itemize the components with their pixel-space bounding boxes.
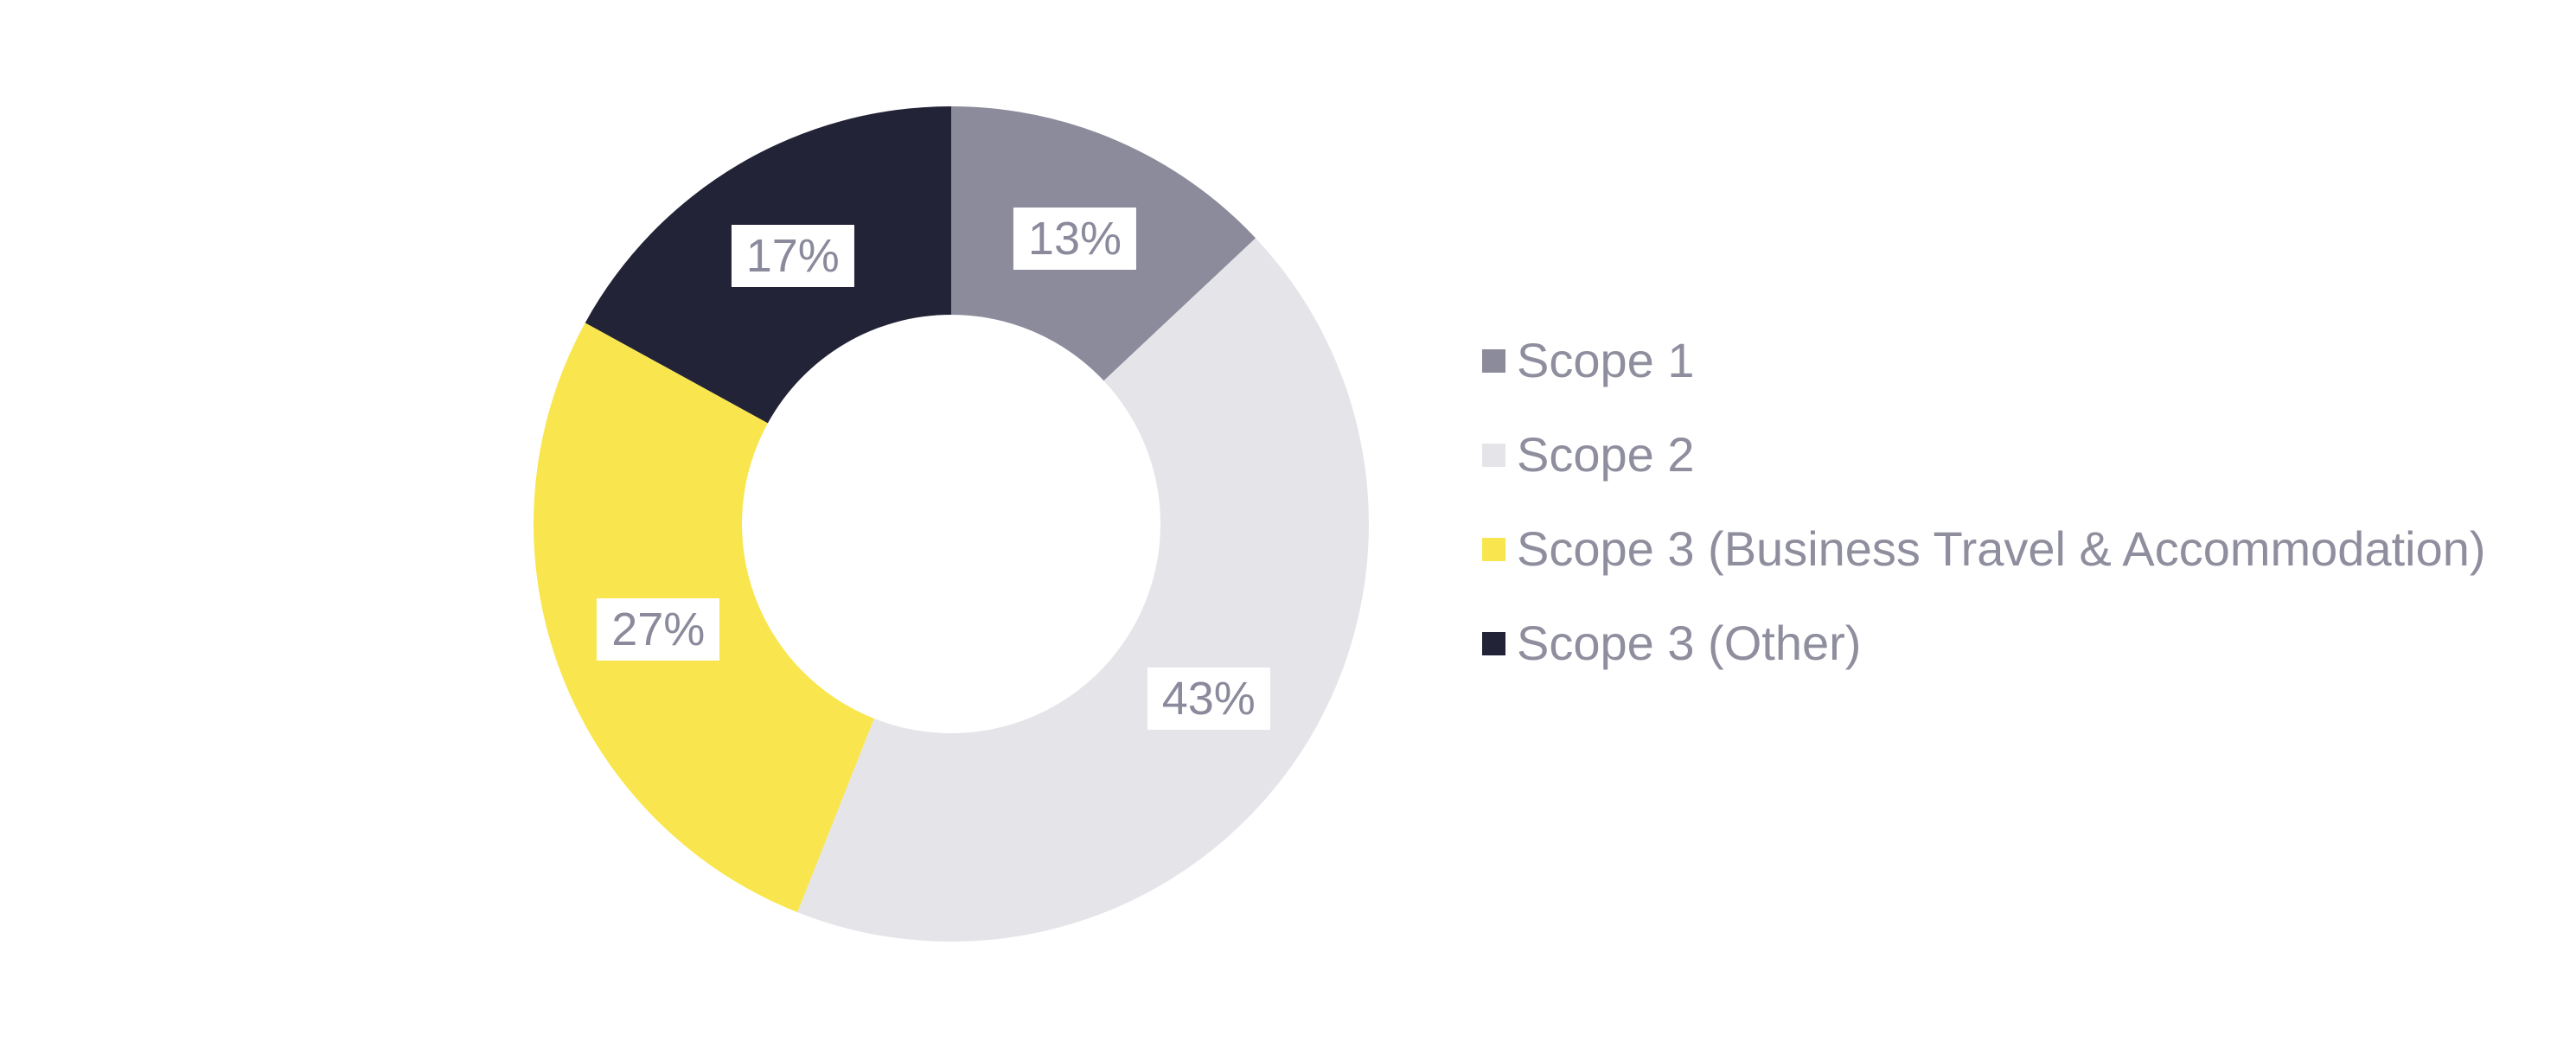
legend-label: Scope 3 (Other) (1517, 616, 1862, 670)
legend-label: Scope 1 (1517, 333, 1695, 387)
chart-legend: Scope 1 Scope 2 Scope 3 (Business Travel &… (1482, 336, 2486, 713)
legend-item-scope-1[interactable]: Scope 1 (1482, 336, 2486, 385)
legend-label: Scope 2 (1517, 427, 1695, 482)
donut-slices (534, 105, 1369, 942)
legend-swatch-icon (1482, 348, 1505, 373)
legend-swatch-icon (1482, 537, 1505, 561)
legend-label: Scope 3 (Business Travel & Accommodation… (1517, 521, 2486, 576)
legend-item-scope-3-business-travel-accommodation[interactable]: Scope 3 (Business Travel & Accommodation… (1482, 525, 2486, 573)
donut-slice-scope-3-business-travel-accommodation[interactable] (534, 323, 874, 913)
legend-item-scope-3-other[interactable]: Scope 3 (Other) (1482, 619, 2486, 668)
donut-slice-scope-2[interactable] (797, 238, 1369, 942)
legend-item-scope-2[interactable]: Scope 2 (1482, 431, 2486, 479)
legend-swatch-icon (1482, 631, 1505, 655)
legend-swatch-icon (1482, 443, 1505, 467)
